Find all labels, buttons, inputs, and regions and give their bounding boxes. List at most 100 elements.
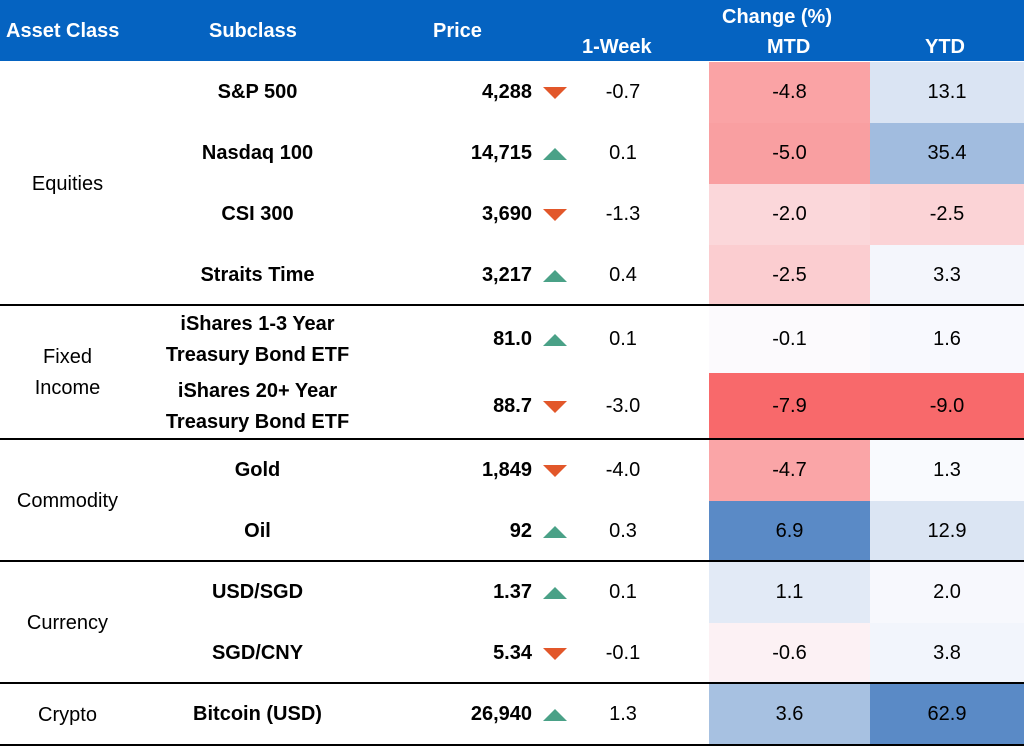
trend-arrow-icon [540,373,570,440]
week-change-cell: -3.0 [605,395,641,417]
trend-arrow-icon [540,184,570,245]
ytd-change-cell: 3.3 [870,245,1024,306]
subclass-cell: Nasdaq 100 [201,142,314,164]
group-label: Fixed Income [34,346,101,399]
week-change-cell: -4.0 [605,459,641,481]
group-label: Currency [26,611,109,634]
trend-arrow-icon [540,501,570,562]
header-price: Price [433,20,482,42]
mtd-change-cell: -0.1 [709,306,870,373]
subclass-cell: CSI 300 [221,203,294,225]
table-row: Gold 1,849 -4.0 -4.7 1.3 [0,440,1024,501]
group-label: Commodity [16,489,119,512]
group-divider [0,744,1024,746]
price-cell: 81.0 [493,328,532,350]
header-change: Change (%) [722,6,832,28]
ytd-change-cell: 62.9 [870,684,1024,745]
subclass-cell: Gold [234,459,281,481]
header-asset-class: Asset Class [6,20,120,42]
table-header: Asset Class Subclass Price Change (%) 1-… [0,0,1024,61]
subclass-cell: iShares 20+ Year Treasury Bond ETF [165,379,350,433]
ytd-change-cell: 35.4 [870,123,1024,184]
mtd-change-cell: 1.1 [709,562,870,623]
trend-arrow-icon [540,562,570,623]
mtd-change-cell: 3.6 [709,684,870,745]
header-subclass: Subclass [209,20,297,42]
price-cell: 1,849 [481,459,532,481]
ytd-change-cell: 3.8 [870,623,1024,684]
group-label: Crypto [38,703,97,726]
mtd-change-cell: -2.5 [709,245,870,306]
week-change-cell: 0.1 [609,581,637,603]
group-crypto: Crypto [0,684,135,746]
trend-arrow-icon [540,440,570,501]
ytd-change-cell: 1.6 [870,306,1024,373]
mtd-change-cell: -0.6 [709,623,870,684]
group-divider [0,304,1024,306]
subclass-cell: iShares 1-3 Year Treasury Bond ETF [165,312,350,366]
subclass-cell: USD/SGD [211,581,304,603]
week-change-cell: -1.3 [605,203,641,225]
subclass-cell: SGD/CNY [211,642,304,664]
week-change-cell: 0.1 [609,328,637,350]
table-row: iShares 20+ Year Treasury Bond ETF 88.7 … [0,373,1024,440]
table-row: Nasdaq 100 14,715 0.1 -5.0 35.4 [0,123,1024,184]
price-cell: 88.7 [493,395,532,417]
price-cell: 3,690 [481,203,532,225]
table-row: S&P 500 4,288 -0.7 -4.8 13.1 [0,62,1024,123]
ytd-change-cell: 12.9 [870,501,1024,562]
week-change-cell: -0.7 [605,81,641,103]
trend-arrow-icon [540,62,570,123]
week-change-cell: 0.3 [609,520,637,542]
mtd-change-cell: -7.9 [709,373,870,440]
table-row: Bitcoin (USD) 26,940 1.3 3.6 62.9 [0,684,1024,745]
group-equities: Equities [0,62,135,306]
price-cell: 5.34 [493,642,532,664]
table-row: Oil 92 0.3 6.9 12.9 [0,501,1024,562]
ytd-change-cell: -9.0 [870,373,1024,440]
group-divider [0,682,1024,684]
header-1-week: 1-Week [582,36,652,58]
ytd-change-cell: 2.0 [870,562,1024,623]
group-label: Equities [31,172,104,195]
price-cell: 14,715 [470,142,532,164]
subclass-cell: Oil [244,520,271,542]
table-row: SGD/CNY 5.34 -0.1 -0.6 3.8 [0,623,1024,684]
table-row: iShares 1-3 Year Treasury Bond ETF 81.0 … [0,306,1024,373]
mtd-change-cell: -4.7 [709,440,870,501]
subclass-cell: Bitcoin (USD) [193,703,322,725]
trend-arrow-icon [540,684,570,745]
price-cell: 26,940 [470,703,532,725]
trend-arrow-icon [540,123,570,184]
price-cell: 1.37 [493,581,532,603]
week-change-cell: 1.3 [609,703,637,725]
price-cell: 3,217 [481,264,532,286]
week-change-cell: 0.4 [609,264,637,286]
group-divider [0,438,1024,440]
ytd-change-cell: 1.3 [870,440,1024,501]
table-row: Straits Time 3,217 0.4 -2.5 3.3 [0,245,1024,306]
group-divider [0,560,1024,562]
group-commodity: Commodity [0,440,135,562]
trend-arrow-icon [540,623,570,684]
table-row: CSI 300 3,690 -1.3 -2.0 -2.5 [0,184,1024,245]
header-mtd: MTD [767,36,811,58]
trend-arrow-icon [540,306,570,373]
mtd-change-cell: -2.0 [709,184,870,245]
group-currency: Currency [0,562,135,684]
header-ytd: YTD [925,36,965,58]
week-change-cell: -0.1 [605,642,641,664]
subclass-cell: Straits Time [200,264,315,286]
table-row: USD/SGD 1.37 0.1 1.1 2.0 [0,562,1024,623]
mtd-change-cell: 6.9 [709,501,870,562]
group-fixed-income: Fixed Income [0,306,135,440]
mtd-change-cell: -4.8 [709,62,870,123]
subclass-cell: S&P 500 [217,81,298,103]
ytd-change-cell: -2.5 [870,184,1024,245]
trend-arrow-icon [540,245,570,306]
price-cell: 4,288 [481,81,532,103]
mtd-change-cell: -5.0 [709,123,870,184]
price-cell: 92 [509,520,532,542]
week-change-cell: 0.1 [609,142,637,164]
ytd-change-cell: 13.1 [870,62,1024,123]
